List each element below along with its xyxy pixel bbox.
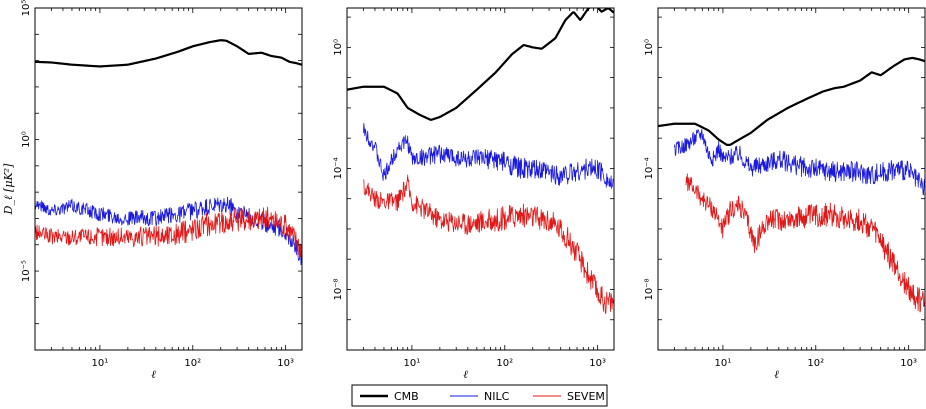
panel-2: 10¹ 10² 10³ 10⁻⁸ 10⁻⁴ 10⁰ ℓ [333, 7, 615, 381]
y-tick-label: 10⁰ [644, 39, 655, 56]
y-tick-label: 10⁻⁴ [333, 157, 344, 179]
x-axis-label: ℓ [151, 368, 156, 381]
legend-label-nilc: NILC [484, 390, 510, 403]
series-line-nilc [362, 123, 614, 189]
series-group [347, 8, 614, 314]
series-line-nilc [35, 196, 302, 266]
series-group [35, 39, 302, 266]
x-axis-label: ℓ [463, 368, 468, 381]
x-tick-label: 10² [496, 358, 513, 369]
y-tick-label: 10⁰ [21, 131, 32, 148]
x-tick-label: 10¹ [92, 358, 109, 369]
x-tick-label: 10² [184, 358, 201, 369]
series-line-nilc [673, 129, 925, 196]
series-line-cmb [35, 39, 302, 68]
series-line-cmb [347, 8, 614, 121]
plot-frame [657, 7, 926, 351]
y-tick-label: 10⁻⁸ [333, 278, 344, 300]
x-axis-label: ℓ [774, 368, 779, 381]
y-tick-label: 10⁻⁵ [21, 260, 32, 282]
series-line-sevem [35, 206, 302, 258]
series-group [658, 56, 925, 313]
x-tick-label: 10¹ [404, 358, 421, 369]
y-tick-label: 10⁻⁴ [644, 157, 655, 179]
legend-label-sevem: SEVEM [567, 390, 605, 403]
x-tick-label: 10³ [277, 358, 294, 369]
x-tick-label: 10³ [900, 358, 917, 369]
y-axis-label: D_ℓ [μK²] [2, 163, 15, 215]
series-line-cmb [658, 56, 925, 146]
y-tick-label: 10⁰ [333, 39, 344, 56]
legend-box [351, 384, 608, 407]
legend: CMB NILC SEVEM [351, 384, 608, 407]
legend-label-cmb: CMB [394, 390, 419, 403]
panel-3: 10¹ 10² 10³ 10⁻⁸ 10⁻⁴ 10⁰ ℓ [644, 7, 926, 381]
x-tick-label: 10² [807, 358, 824, 369]
plot-frame [34, 7, 303, 351]
x-tick-label: 10¹ [715, 358, 732, 369]
plot-frame [346, 7, 615, 351]
y-tick-label: 10⁻⁸ [644, 278, 655, 300]
series-line-sevem [363, 174, 614, 314]
panel-1: 10¹ 10² 10³ 10⁻⁵ 10⁰ 10⁵ ℓ D_ℓ [μK²] [2, 0, 303, 381]
series-line-sevem [685, 173, 925, 313]
y-tick-label: 10⁵ [21, 0, 32, 16]
x-tick-label: 10³ [589, 358, 606, 369]
